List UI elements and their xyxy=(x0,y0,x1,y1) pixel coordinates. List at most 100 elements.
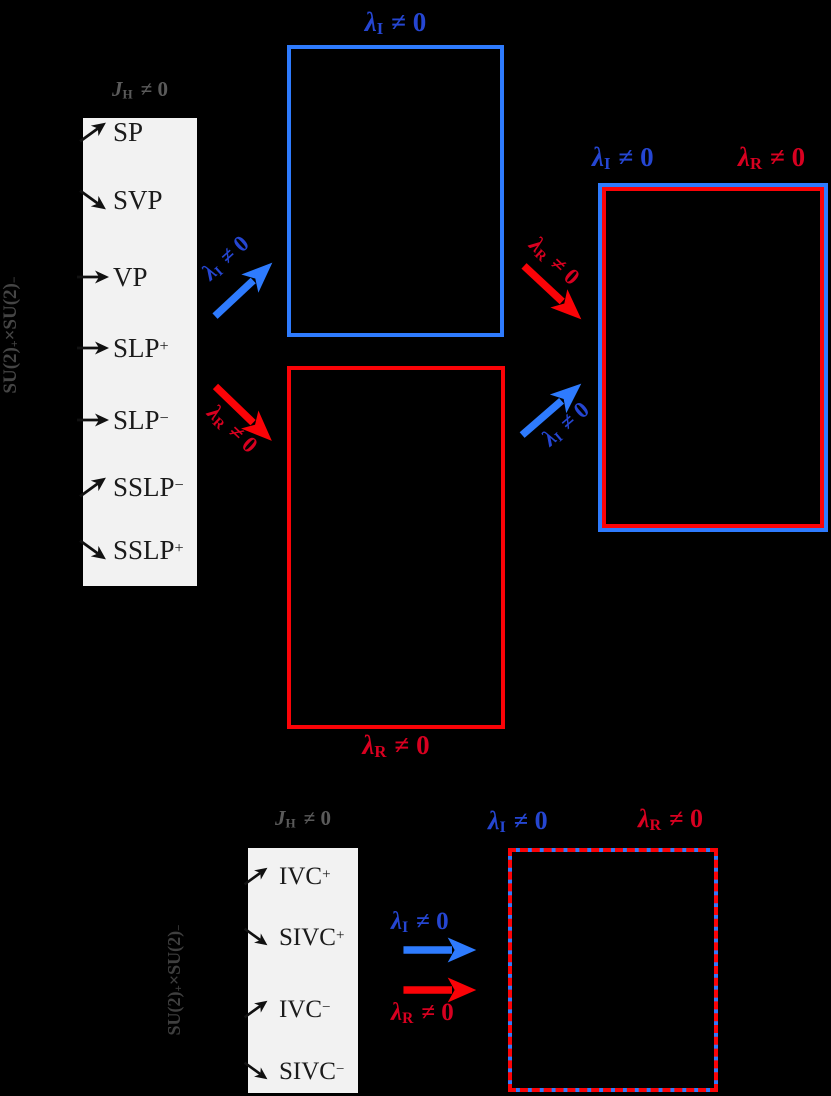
lambda-rhs: ≠ 0 xyxy=(421,999,454,1026)
lambda-r-label-bottom: λR ≠ 0 xyxy=(287,732,505,761)
red-arrow-icon xyxy=(521,263,582,320)
jh-label-top: JH ≠ 0 xyxy=(83,77,197,102)
jh-base: J xyxy=(275,806,286,830)
phase-label: SLP xyxy=(113,404,160,435)
lambda-sub: R xyxy=(374,742,387,761)
dual-rect-red-border xyxy=(602,187,824,528)
lambda-base: λ xyxy=(391,908,403,935)
blue-phase-rect xyxy=(287,45,504,337)
phase-sup: − xyxy=(174,475,184,494)
lambda-rhs: ≠ 0 xyxy=(416,908,449,935)
jh-rhs: ≠ 0 xyxy=(140,77,168,101)
lambda-base: λ xyxy=(638,804,650,833)
black-arrow-icon xyxy=(243,927,268,946)
lambda-sub: R xyxy=(649,816,662,834)
phase-row: SIVC− xyxy=(241,1056,344,1086)
black-arrow-icon xyxy=(79,189,106,210)
lambda-sub: R xyxy=(402,1009,414,1027)
phase-row: SLP− xyxy=(76,405,169,435)
phase-sup: + xyxy=(159,336,169,355)
red-arrow-icon xyxy=(212,383,272,441)
lambda-base: λ xyxy=(488,806,500,835)
phase-row: VP xyxy=(76,262,148,292)
black-arrow-icon xyxy=(77,270,109,284)
jh-base: J xyxy=(112,77,123,101)
lambda-r-label-dashed: λR ≠ 0 xyxy=(638,806,703,834)
black-arrow-icon xyxy=(79,477,106,498)
phase-row: IVC+ xyxy=(241,861,331,891)
group-label-text: SU(2) xyxy=(0,347,21,394)
dashed-phase-rect xyxy=(508,848,718,1092)
phase-label: SVP xyxy=(113,184,163,215)
phase-label: SSLP xyxy=(113,471,175,502)
black-arrow-icon xyxy=(77,341,109,355)
jh-sub: H xyxy=(285,815,296,831)
phase-row: SIVC+ xyxy=(241,922,344,952)
phase-sup: + xyxy=(335,926,345,943)
jh-label-bottom: JH ≠ 0 xyxy=(248,806,358,831)
jh-sub: H xyxy=(122,86,133,102)
black-arrow-icon xyxy=(243,1000,268,1019)
phase-box-top: SP SVP VP SLP+ SLP− SSLP− SSLP+ xyxy=(77,118,197,586)
blue-arrow-icon xyxy=(519,383,582,438)
dual-phase-rect xyxy=(598,183,828,532)
phase-box-bottom: IVC+ SIVC+ IVC− SIVC− xyxy=(243,848,358,1093)
group-label-sub-plus: + xyxy=(173,985,185,992)
phase-sup: + xyxy=(174,538,184,557)
lambda-rhs: ≠ 0 xyxy=(391,7,427,37)
group-label-text: SU(2) xyxy=(164,991,184,1036)
lambda-i-label-top: λI ≠ 0 xyxy=(287,9,504,38)
lambda-base: λ xyxy=(362,730,375,760)
lambda-base: λ xyxy=(592,142,604,172)
phase-sup: − xyxy=(322,998,331,1015)
phase-sup: − xyxy=(159,408,169,427)
lambda-sub: I xyxy=(376,19,384,38)
group-label-sub-minus: − xyxy=(8,276,22,284)
lambda-sub: I xyxy=(402,918,409,936)
phase-row: SLP+ xyxy=(76,333,169,363)
lambda-sub: R xyxy=(749,154,763,173)
red-arrow-icon xyxy=(403,977,477,1003)
phase-label: SLP xyxy=(113,332,160,363)
phase-label: SP xyxy=(113,116,144,147)
lambda-i-label-dashed: λI ≠ 0 xyxy=(488,808,548,836)
phase-label: SIVC xyxy=(279,1057,336,1085)
group-label-sub-minus: − xyxy=(173,924,185,931)
lambda-i-label-right: λI ≠ 0 xyxy=(592,144,654,173)
black-arrow-icon xyxy=(79,539,106,560)
group-label-top: SU(2)+×SU(2)− xyxy=(0,240,27,430)
group-label-bottom: SU(2)+×SU(2)− xyxy=(164,894,189,1066)
lambda-rhs: ≠ 0 xyxy=(394,730,430,760)
lambda-r-arrow-label-bottom: λR ≠ 0 xyxy=(391,1000,454,1026)
phase-row: SP xyxy=(76,117,143,147)
phase-row: SVP xyxy=(76,185,163,215)
phase-label: SIVC xyxy=(279,923,336,951)
red-phase-rect xyxy=(287,366,505,729)
blue-arrow-icon xyxy=(212,262,273,319)
lambda-rhs: ≠ 0 xyxy=(669,804,703,833)
lambda-rhs: ≠ 0 xyxy=(770,142,806,172)
phase-sup: + xyxy=(322,865,331,882)
lambda-rhs: ≠ 0 xyxy=(618,142,654,172)
lambda-base: λ xyxy=(364,7,377,37)
lambda-base: λ xyxy=(391,999,403,1026)
lambda-rhs: ≠ 0 xyxy=(214,230,254,270)
phase-sup: − xyxy=(335,1060,345,1077)
dashed-rect-red-dashes xyxy=(508,848,718,1092)
phase-label: SSLP xyxy=(113,534,175,565)
lambda-rhs: ≠ 0 xyxy=(513,806,548,835)
phase-label: IVC xyxy=(279,995,323,1023)
phase-label: IVC xyxy=(279,862,323,890)
blue-arrow-icon xyxy=(403,937,477,963)
phase-row: IVC− xyxy=(241,994,331,1024)
group-label-text2: ×SU(2) xyxy=(164,930,184,986)
black-arrow-icon xyxy=(243,867,268,886)
black-arrow-icon xyxy=(77,413,109,427)
phase-row: SSLP+ xyxy=(76,535,184,565)
group-label-text2: ×SU(2) xyxy=(0,283,21,341)
phase-label: VP xyxy=(113,261,148,292)
lambda-i-arrow-label-bottom: λI ≠ 0 xyxy=(391,909,449,935)
jh-rhs: ≠ 0 xyxy=(303,806,331,830)
black-arrow-icon xyxy=(243,1061,268,1080)
black-arrow-icon xyxy=(79,122,106,143)
